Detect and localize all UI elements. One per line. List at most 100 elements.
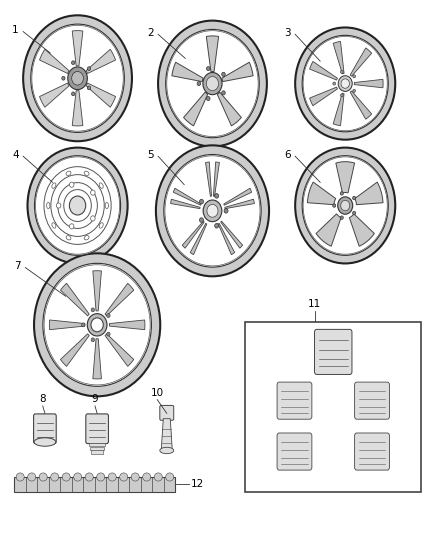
Ellipse shape [353,90,356,92]
Ellipse shape [70,182,74,187]
Ellipse shape [87,86,91,90]
Ellipse shape [166,473,174,481]
FancyBboxPatch shape [34,414,56,443]
Ellipse shape [62,76,65,80]
Ellipse shape [108,473,116,481]
Text: 7: 7 [14,261,21,271]
Polygon shape [316,214,341,246]
Polygon shape [60,283,89,316]
Bar [245,322,421,492]
Ellipse shape [353,75,356,78]
Ellipse shape [206,96,210,101]
Text: 5: 5 [147,150,154,160]
Ellipse shape [91,190,95,195]
Polygon shape [172,62,203,82]
Ellipse shape [106,313,110,318]
Polygon shape [354,79,383,88]
Bar [14,477,176,492]
Bar [89,442,106,446]
Polygon shape [39,83,69,107]
Polygon shape [86,49,116,74]
Ellipse shape [340,94,343,97]
Ellipse shape [91,318,103,332]
Ellipse shape [341,200,350,211]
Ellipse shape [340,70,343,74]
Ellipse shape [35,156,120,255]
Polygon shape [333,93,344,126]
Ellipse shape [295,148,395,263]
Polygon shape [182,221,204,248]
Ellipse shape [338,197,353,214]
Ellipse shape [203,72,222,95]
Ellipse shape [74,473,82,481]
Polygon shape [217,92,241,126]
Ellipse shape [81,323,85,327]
Ellipse shape [215,223,219,228]
Ellipse shape [69,196,86,215]
Polygon shape [39,49,69,74]
Polygon shape [105,334,134,366]
Ellipse shape [52,223,56,228]
Polygon shape [105,283,134,316]
Polygon shape [213,162,219,196]
Polygon shape [205,162,212,196]
Ellipse shape [34,438,56,446]
Polygon shape [72,91,83,126]
FancyBboxPatch shape [314,329,352,375]
Ellipse shape [71,92,75,96]
Ellipse shape [91,338,95,342]
Polygon shape [222,62,253,82]
Polygon shape [350,91,372,119]
FancyBboxPatch shape [277,433,312,470]
Ellipse shape [295,28,395,140]
Ellipse shape [199,199,204,204]
Ellipse shape [206,77,219,91]
Ellipse shape [106,332,110,336]
Polygon shape [93,271,102,311]
Ellipse shape [62,473,70,481]
Ellipse shape [66,171,71,175]
Text: 12: 12 [191,479,204,489]
Ellipse shape [71,61,75,64]
Ellipse shape [99,223,103,228]
Ellipse shape [338,76,352,92]
Ellipse shape [43,263,152,386]
Polygon shape [60,334,89,366]
Text: 11: 11 [308,299,321,309]
Ellipse shape [199,218,204,222]
Polygon shape [355,182,383,205]
Ellipse shape [224,208,228,213]
Ellipse shape [156,146,269,276]
Ellipse shape [87,313,107,336]
Ellipse shape [222,72,225,76]
Ellipse shape [340,192,343,195]
Ellipse shape [302,35,388,132]
FancyBboxPatch shape [355,382,389,419]
Ellipse shape [28,473,36,481]
Ellipse shape [99,183,103,188]
Ellipse shape [207,205,218,217]
Text: 10: 10 [151,388,164,398]
Polygon shape [49,320,85,330]
Ellipse shape [166,29,259,138]
Ellipse shape [91,216,95,221]
FancyBboxPatch shape [355,433,389,470]
Polygon shape [350,214,374,246]
Polygon shape [72,30,83,66]
Bar [90,447,104,450]
Ellipse shape [70,224,74,229]
Ellipse shape [52,183,56,188]
Polygon shape [184,92,208,126]
Ellipse shape [131,473,139,481]
Polygon shape [110,320,145,330]
Ellipse shape [46,203,50,208]
Ellipse shape [84,236,89,240]
Bar [92,450,103,454]
Ellipse shape [91,308,95,312]
Polygon shape [173,188,201,205]
Polygon shape [190,223,207,255]
Ellipse shape [84,171,89,175]
Ellipse shape [39,473,47,481]
Ellipse shape [160,447,174,454]
Polygon shape [333,42,344,74]
